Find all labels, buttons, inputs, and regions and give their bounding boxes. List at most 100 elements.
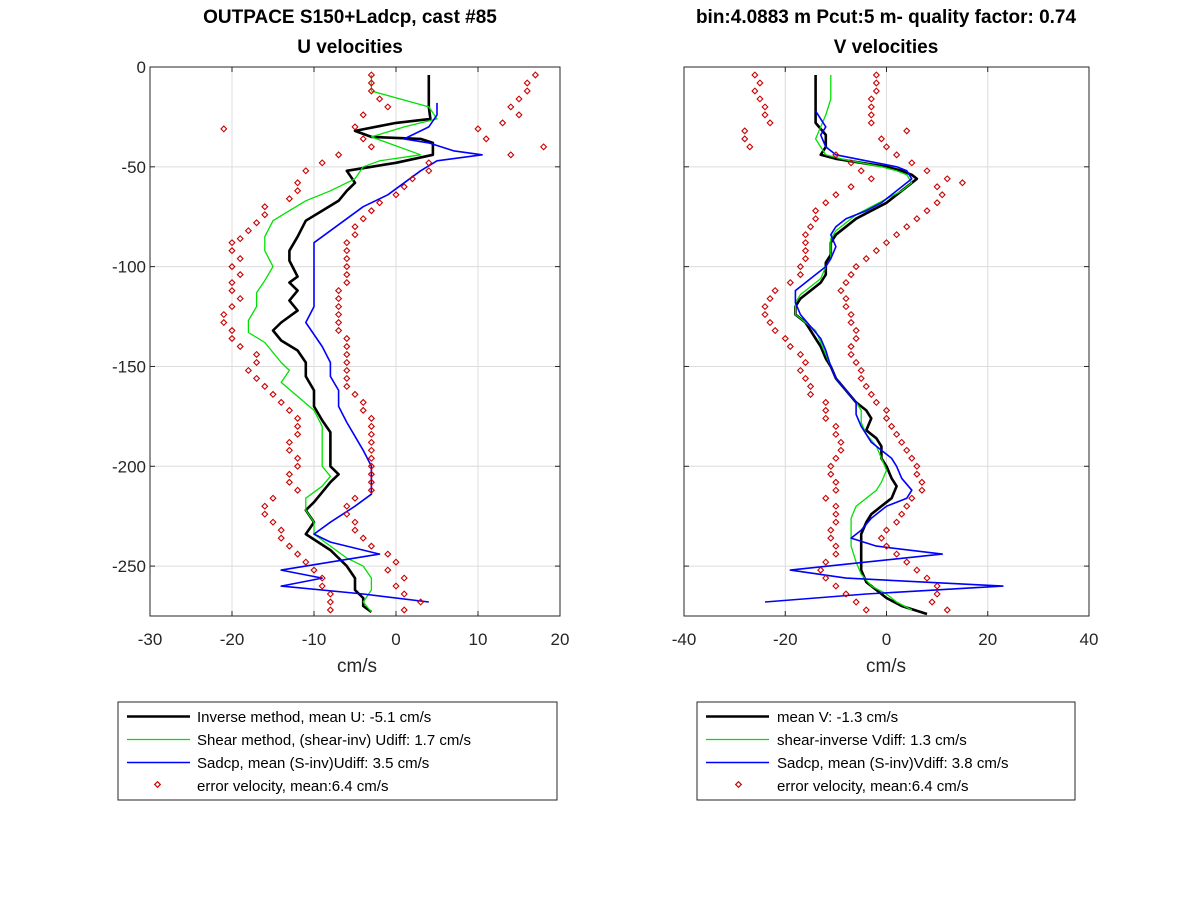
error-velocity-point bbox=[539, 143, 548, 151]
error-velocity-point bbox=[261, 211, 269, 219]
error-velocity-point bbox=[515, 95, 523, 103]
error-velocity-point bbox=[817, 566, 825, 574]
error-velocity-point bbox=[318, 574, 326, 582]
error-velocity-point bbox=[801, 231, 810, 239]
error-velocity-point bbox=[923, 574, 931, 582]
error-velocity-point bbox=[334, 286, 343, 295]
error-velocity-point bbox=[293, 454, 302, 462]
error-velocity-point bbox=[761, 111, 769, 119]
error-velocity-point bbox=[285, 470, 294, 478]
error-velocity-point bbox=[756, 79, 764, 87]
error-velocity-point bbox=[228, 302, 236, 311]
error-velocity-point bbox=[531, 71, 540, 79]
x-tick-label: -30 bbox=[138, 630, 163, 649]
error-velocity-point bbox=[832, 454, 840, 462]
error-velocity-point bbox=[761, 310, 769, 319]
legend-u-error-label: error velocity, mean:6.4 cm/s bbox=[197, 778, 388, 795]
legend-v-swatch-error bbox=[734, 780, 743, 789]
panel-u: OUTPACE S150+Ladcp, cast #85 U velocitie… bbox=[112, 7, 569, 677]
error-velocity-point bbox=[269, 494, 277, 502]
x-tick-label: -20 bbox=[220, 630, 245, 649]
error-velocity-point bbox=[343, 255, 351, 263]
error-velocity-point bbox=[425, 167, 433, 175]
y-tick-label: -150 bbox=[112, 357, 146, 376]
error-velocity-point bbox=[822, 558, 830, 566]
error-velocity-point bbox=[359, 111, 367, 119]
error-velocity-point bbox=[903, 223, 911, 231]
error-velocity-point bbox=[252, 358, 261, 367]
x-tick-label: -20 bbox=[773, 630, 798, 649]
error-velocity-point bbox=[302, 558, 310, 566]
error-velocity-point bbox=[918, 478, 926, 486]
error-velocity-point bbox=[943, 606, 951, 614]
error-velocity-point bbox=[903, 446, 911, 454]
x-tick-label: 10 bbox=[469, 630, 488, 649]
error-velocity-point bbox=[367, 430, 376, 438]
error-velocity-point bbox=[261, 502, 269, 510]
error-velocity-point bbox=[852, 263, 860, 271]
error-velocity-point bbox=[261, 382, 269, 391]
error-velocity-point bbox=[285, 438, 294, 446]
error-velocity-point bbox=[801, 374, 810, 383]
error-velocity-point bbox=[367, 79, 376, 87]
error-velocity-point bbox=[220, 318, 228, 327]
legend-v-mean-label: mean V: -1.3 cm/s bbox=[777, 709, 898, 726]
error-velocity-point bbox=[847, 183, 855, 191]
error-velocity-point bbox=[244, 366, 253, 375]
error-velocity-point bbox=[285, 478, 294, 486]
error-velocity-point bbox=[822, 406, 830, 414]
panel-v: bin:4.0883 m Pcut:5 m- quality factor: 0… bbox=[672, 7, 1099, 677]
error-velocity-point bbox=[751, 71, 759, 79]
error-velocity-point bbox=[847, 271, 855, 279]
error-velocity-point bbox=[359, 215, 367, 223]
error-velocity-point bbox=[857, 167, 865, 175]
error-velocity-point bbox=[334, 326, 343, 335]
series-line-1 bbox=[794, 75, 913, 611]
x-tick-label: 0 bbox=[882, 630, 891, 649]
error-velocity-point bbox=[928, 598, 936, 606]
error-velocity-point bbox=[343, 502, 351, 510]
error-velocity-point bbox=[293, 422, 302, 430]
error-velocity-point bbox=[923, 167, 931, 175]
error-velocity-point bbox=[832, 502, 840, 510]
error-velocity-point bbox=[872, 398, 880, 406]
error-velocity-point bbox=[801, 358, 810, 367]
error-velocity-point bbox=[343, 382, 351, 391]
error-velocity-point bbox=[252, 374, 261, 383]
error-velocity-point bbox=[908, 159, 916, 167]
error-velocity-point bbox=[867, 119, 875, 127]
error-velocity-point bbox=[351, 518, 359, 526]
error-velocity-point bbox=[832, 422, 840, 430]
error-velocity-point bbox=[343, 366, 351, 375]
error-velocity-point bbox=[812, 215, 820, 223]
error-velocity-point bbox=[400, 606, 408, 614]
error-velocity-point bbox=[751, 87, 759, 95]
panel-u-xlabel: cm/s bbox=[337, 656, 377, 677]
error-velocity-point bbox=[766, 318, 774, 327]
legend-u-inverse-label: Inverse method, mean U: -5.1 cm/s bbox=[197, 709, 431, 726]
error-velocity-point bbox=[862, 382, 870, 391]
error-velocity-point bbox=[832, 550, 840, 558]
error-velocity-point bbox=[236, 255, 244, 263]
legend-u: Inverse method, mean U: -5.1 cm/s Shear … bbox=[117, 701, 558, 801]
error-velocity-point bbox=[877, 135, 886, 143]
error-velocity-point bbox=[326, 590, 335, 598]
error-velocity-point bbox=[228, 263, 236, 271]
error-velocity-point bbox=[220, 125, 228, 133]
error-velocity-point bbox=[367, 462, 376, 470]
error-velocity-point bbox=[908, 454, 916, 462]
x-tick-label: 40 bbox=[1080, 630, 1099, 649]
error-velocity-point bbox=[761, 103, 769, 111]
legend-u-box bbox=[117, 701, 558, 801]
error-velocity-point bbox=[474, 125, 482, 133]
error-velocity-point bbox=[367, 470, 376, 478]
error-velocity-point bbox=[261, 203, 269, 211]
error-velocity-point bbox=[367, 438, 376, 446]
error-velocity-point bbox=[236, 294, 244, 303]
legend-v-error-label: error velocity, mean:6.4 cm/s bbox=[777, 778, 968, 795]
error-velocity-point bbox=[285, 446, 294, 454]
error-velocity-point bbox=[847, 350, 855, 359]
error-velocity-point bbox=[822, 574, 830, 582]
error-velocity-point bbox=[827, 462, 835, 470]
error-velocity-point bbox=[334, 302, 343, 311]
